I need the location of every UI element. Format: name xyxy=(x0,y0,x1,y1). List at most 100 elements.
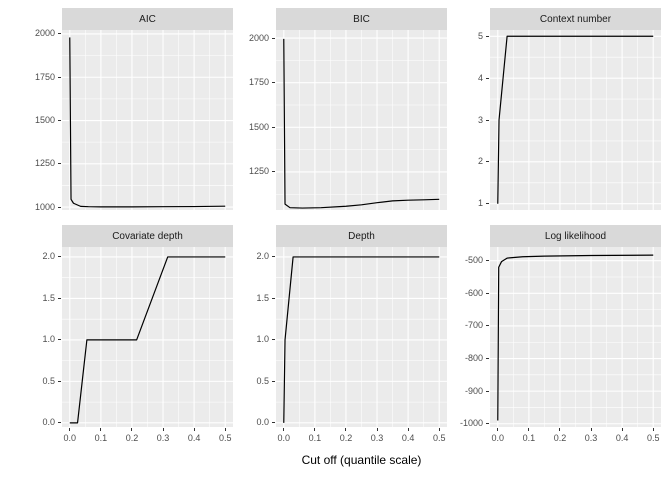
plot-line xyxy=(283,256,440,423)
x-tick-label: 0.1 xyxy=(308,433,322,443)
y-tick-mark xyxy=(58,297,61,299)
facet-strip: Depth xyxy=(276,225,447,247)
y-tick-label: 2.0 xyxy=(42,251,55,262)
y-tick-mark xyxy=(272,422,275,424)
x-tick-mark xyxy=(590,428,592,431)
y-tick-label: 1.0 xyxy=(42,334,55,345)
plot-line xyxy=(283,38,440,209)
y-tick-label: 1.5 xyxy=(256,292,269,303)
x-tick-mark xyxy=(407,428,409,431)
y-tick-mark xyxy=(58,380,61,382)
y-tick-mark xyxy=(58,33,61,35)
y-tick-mark xyxy=(272,380,275,382)
facet-strip: Context number xyxy=(490,8,661,30)
facet-panel xyxy=(62,247,233,427)
plot-line xyxy=(497,35,654,204)
y-tick-mark xyxy=(58,76,61,78)
x-tick-label: 0.0 xyxy=(277,433,291,443)
x-tick-label: 0.2 xyxy=(553,433,567,443)
y-tick-mark xyxy=(486,423,489,425)
y-tick-label: 1500 xyxy=(248,121,269,132)
y-tick-mark xyxy=(486,161,489,163)
plot-line xyxy=(69,37,226,208)
x-tick-mark xyxy=(438,428,440,431)
y-tick-label: 1.5 xyxy=(42,292,55,303)
facet-strip: Log likelihood xyxy=(490,225,661,247)
x-tick-label: 0.3 xyxy=(584,433,598,443)
y-tick-mark xyxy=(272,297,275,299)
y-tick-mark xyxy=(486,260,489,262)
x-axis-title: Cut off (quantile scale) xyxy=(301,453,422,467)
y-tick-mark xyxy=(272,256,275,258)
facet-strip-title: BIC xyxy=(353,13,370,25)
y-tick-mark xyxy=(272,339,275,341)
y-tick-mark xyxy=(58,206,61,208)
x-tick-label: 0.1 xyxy=(522,433,536,443)
y-tick-mark xyxy=(486,119,489,121)
x-tick-label: 0.3 xyxy=(370,433,384,443)
y-tick-label: -900 xyxy=(464,385,483,396)
facet-panel xyxy=(62,30,233,210)
x-tick-mark xyxy=(314,428,316,431)
x-tick-mark xyxy=(345,428,347,431)
y-tick-label: 2000 xyxy=(248,32,269,43)
y-tick-mark xyxy=(272,37,275,39)
x-tick-label: 0.4 xyxy=(187,433,201,443)
y-tick-mark xyxy=(486,35,489,37)
x-tick-mark xyxy=(497,428,499,431)
x-tick-label: 0.0 xyxy=(63,433,77,443)
x-tick-label: 0.5 xyxy=(218,433,232,443)
y-tick-label: 1750 xyxy=(34,71,55,82)
y-tick-mark xyxy=(486,292,489,294)
y-tick-label: 3 xyxy=(477,114,483,125)
y-tick-mark xyxy=(486,325,489,327)
facet-panel xyxy=(490,247,661,427)
y-tick-label: 0.5 xyxy=(42,375,55,386)
y-tick-mark xyxy=(272,82,275,84)
y-tick-mark xyxy=(58,163,61,165)
x-tick-label: 0.1 xyxy=(94,433,108,443)
y-tick-label: -600 xyxy=(464,287,483,298)
facet-strip-title: AIC xyxy=(139,13,156,25)
x-tick-mark xyxy=(131,428,133,431)
y-tick-mark xyxy=(58,339,61,341)
y-tick-mark xyxy=(486,203,489,205)
y-tick-label: 0.5 xyxy=(256,375,269,386)
x-tick-mark xyxy=(621,428,623,431)
x-tick-mark xyxy=(162,428,164,431)
y-tick-label: -1000 xyxy=(459,418,483,429)
facet-panel xyxy=(490,30,661,210)
y-tick-label: 2 xyxy=(477,156,483,167)
y-tick-label: -800 xyxy=(464,353,483,364)
y-tick-mark xyxy=(58,120,61,122)
x-tick-label: 0.3 xyxy=(156,433,170,443)
x-tick-mark xyxy=(283,428,285,431)
plot-line xyxy=(69,256,226,424)
x-tick-mark xyxy=(376,428,378,431)
y-tick-mark xyxy=(272,171,275,173)
x-tick-mark xyxy=(69,428,71,431)
x-tick-label: 0.4 xyxy=(401,433,415,443)
y-tick-mark xyxy=(486,77,489,79)
y-tick-mark xyxy=(272,126,275,128)
facet-strip-title: Log likelihood xyxy=(544,230,607,242)
facet-strip: BIC xyxy=(276,8,447,30)
y-tick-label: 1750 xyxy=(248,77,269,88)
x-tick-mark xyxy=(559,428,561,431)
facet-strip: Covariate depth xyxy=(62,225,233,247)
y-tick-mark xyxy=(58,256,61,258)
x-tick-label: 0.5 xyxy=(432,433,446,443)
y-tick-label: 0.0 xyxy=(256,417,269,428)
facet-panel xyxy=(276,247,447,427)
x-tick-mark xyxy=(528,428,530,431)
y-tick-label: 1250 xyxy=(34,158,55,169)
y-tick-label: 5 xyxy=(477,30,483,41)
y-tick-label: -700 xyxy=(464,320,483,331)
y-tick-label: 1.0 xyxy=(256,334,269,345)
facet-strip-title: Depth xyxy=(348,230,375,242)
y-tick-label: 1 xyxy=(477,198,483,209)
facet-panel xyxy=(276,30,447,210)
y-tick-mark xyxy=(58,422,61,424)
y-tick-label: 2.0 xyxy=(256,251,269,262)
